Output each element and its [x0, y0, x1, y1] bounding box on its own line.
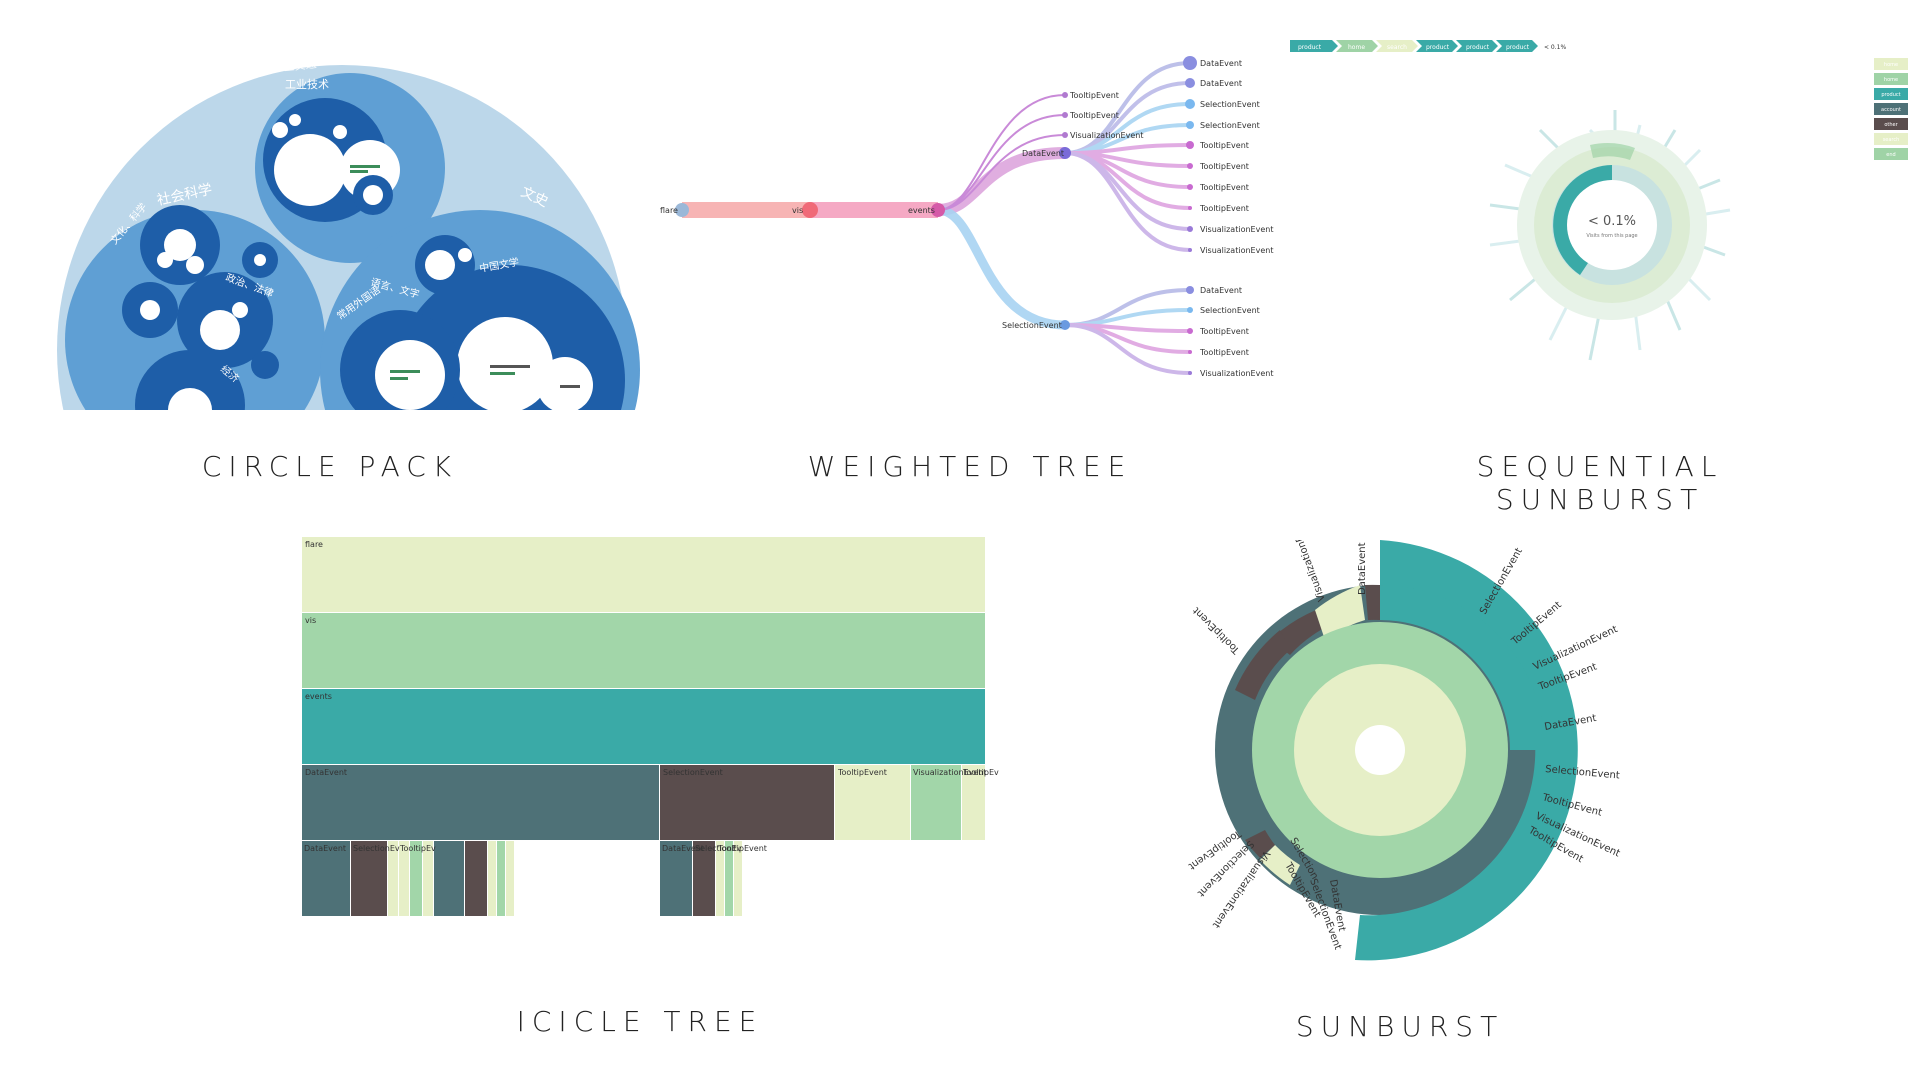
label-events: events	[908, 206, 935, 215]
icicle-label-selectionevent: SelectionEvent	[663, 768, 723, 777]
breadcrumb-pct: < 0.1%	[1544, 44, 1566, 51]
icicle-label-visualizationevent: VisualizationEvent	[913, 768, 986, 777]
caption-sequential-sunburst: SEQUENTIAL SUNBURST	[1476, 450, 1724, 516]
breadcrumb-trail: product home search product product prod…	[1290, 40, 1566, 52]
weighted-tree-panel: flare vis events DataEvent SelectionEven…	[660, 25, 1300, 385]
svg-text:VisualizationEvent: VisualizationEvent	[1200, 225, 1273, 234]
label-mid-0: TooltipEvent	[1069, 91, 1119, 100]
circle-pack-panel: 工业交通 工业技术 社会科学 文化、科学 政治、法律 经济 文史 语言、文字 常…	[40, 20, 640, 410]
caption-weighted-tree: WEIGHTED TREE	[807, 450, 1133, 483]
svg-text:DataEvent: DataEvent	[1357, 542, 1368, 595]
icicle-tooltipev2[interactable]	[962, 765, 985, 840]
label-dataevent: DataEvent	[1022, 149, 1064, 158]
teal-arc[interactable]	[1553, 165, 1612, 275]
svg-text:TooltipEvent: TooltipEvent	[1199, 348, 1249, 357]
breadcrumb-4[interactable]: product	[1466, 44, 1490, 51]
legend-4: other	[1884, 122, 1898, 128]
icicle-level4	[302, 841, 742, 916]
sunburst-panel: SelectionEvent TooltipEvent Visualizatio…	[1150, 513, 1650, 970]
breadcrumb-0[interactable]: product	[1298, 44, 1322, 51]
node-events[interactable]	[931, 203, 945, 217]
svg-text:TooltipEvent: TooltipEvent	[1199, 204, 1249, 213]
svg-text:TooltipEvent: TooltipEvent	[1199, 183, 1249, 192]
label-gongye-jiaotong: 工业交通	[272, 56, 317, 75]
icicle-l4-2: TooltipEv	[399, 844, 436, 853]
sequential-sunburst-chart: product home search product product prod…	[1290, 40, 1908, 361]
label-vis: vis	[792, 206, 803, 215]
node-vis[interactable]	[802, 202, 818, 218]
caption-icicle-tree: ICICLE TREE	[516, 1005, 764, 1038]
svg-text:TooltipEvent: TooltipEvent	[1199, 327, 1249, 336]
circle-pack-chart: 工业交通 工业技术 社会科学 文化、科学 政治、法律 经济 文史 语言、文字 常…	[57, 56, 640, 410]
icicle-l4-1: SelectionEv	[353, 844, 400, 853]
legend: home home product account other search e…	[1874, 58, 1908, 160]
svg-text:VisualizationEvent: VisualizationEvent	[1200, 246, 1273, 255]
label-flare: flare	[660, 206, 678, 215]
center-caption: Visits from this page	[1586, 233, 1637, 239]
breadcrumb-5[interactable]: product	[1506, 44, 1530, 51]
icicle-label-vis: vis	[305, 616, 316, 625]
svg-text:SelectionEvent: SelectionEvent	[1200, 306, 1260, 315]
icicle-label-tooltipev: TooltipEv	[962, 768, 999, 777]
caption-sunburst: SUNBURST	[1295, 1010, 1505, 1043]
icicle-row-flare[interactable]	[302, 537, 985, 612]
legend-5: search	[1883, 137, 1900, 143]
legend-2: product	[1881, 92, 1900, 98]
svg-text:TooltipEvent: TooltipEvent	[1199, 141, 1249, 150]
icicle-dataevent[interactable]	[302, 765, 659, 840]
svg-text:TooltipEvent: TooltipEvent	[1199, 162, 1249, 171]
leaf-labels-b: DataEvent SelectionEvent TooltipEvent To…	[1199, 286, 1273, 378]
icicle-label-dataevent: DataEvent	[305, 768, 347, 777]
caption-circle-pack: CIRCLE PACK	[201, 450, 459, 483]
svg-text:DataEvent: DataEvent	[1200, 286, 1242, 295]
sunburst-chart: SelectionEvent TooltipEvent Visualizatio…	[1186, 513, 1622, 961]
svg-text:TooltipEvent: TooltipEvent	[1191, 605, 1243, 657]
icicle-panel: flare vis events DataEvent SelectionEven…	[300, 537, 1000, 917]
legend-0: home	[1884, 62, 1898, 68]
svg-text:SelectionEvent: SelectionEvent	[1200, 100, 1260, 109]
legend-3: account	[1881, 107, 1901, 113]
label-gongye-jishu: 工业技术	[285, 78, 329, 91]
icicle-label-events: events	[305, 692, 332, 701]
svg-text:DataEvent: DataEvent	[1200, 79, 1242, 88]
legend-1: home	[1884, 77, 1898, 83]
icicle-l4-3: DataEvent	[662, 844, 704, 853]
breadcrumb-3[interactable]: product	[1426, 44, 1450, 51]
sunburst-teal-arc[interactable]	[1355, 540, 1578, 961]
sequential-sunburst-panel: product home search product product prod…	[1290, 30, 1910, 400]
leaf-nodes-a	[1183, 56, 1197, 252]
center-value: < 0.1%	[1588, 214, 1636, 229]
breadcrumb-2[interactable]: search	[1387, 44, 1407, 51]
leaf-labels-a: DataEvent DataEvent SelectionEvent Selec…	[1199, 59, 1273, 255]
node-dataevent[interactable]	[1059, 147, 1071, 159]
node-flare[interactable]	[675, 203, 689, 217]
label-selectionevent: SelectionEvent	[1002, 321, 1062, 330]
links-a	[1064, 61, 1191, 252]
icicle-l4-4: SelectionEv	[695, 844, 742, 853]
svg-text:DataEvent: DataEvent	[1200, 59, 1242, 68]
icicle-row-vis[interactable]	[302, 613, 985, 688]
icicle-l4-0: DataEvent	[304, 844, 346, 853]
sunburst-center	[1355, 725, 1405, 775]
label-mid-1: TooltipEvent	[1069, 111, 1119, 120]
icicle-label-tooltipevent: TooltipEvent	[837, 768, 887, 777]
icicle-l4-5: TooltipEvent	[717, 844, 767, 853]
icicle-row-events[interactable]	[302, 689, 985, 764]
label-mid-2: VisualizationEvent	[1070, 131, 1143, 140]
svg-text:SelectionEvent: SelectionEvent	[1200, 121, 1260, 130]
leaf-nodes-b	[1186, 286, 1194, 375]
svg-text:VisualizationEvent: VisualizationEvent	[1286, 540, 1328, 603]
icicle-label-flare: flare	[305, 540, 323, 549]
breadcrumb-1[interactable]: home	[1348, 44, 1365, 51]
icicle-tooltipevent[interactable]	[835, 765, 910, 840]
links-b	[1064, 288, 1191, 375]
weighted-tree-chart: flare vis events DataEvent SelectionEven…	[660, 56, 1273, 378]
icicle-visualizationevent[interactable]	[911, 765, 961, 840]
legend-6: end	[1886, 152, 1895, 158]
icicle-chart: flare vis events DataEvent SelectionEven…	[302, 537, 999, 916]
svg-text:VisualizationEvent: VisualizationEvent	[1200, 369, 1273, 378]
icicle-selectionevent[interactable]	[660, 765, 834, 840]
node-selectionevent[interactable]	[1060, 320, 1070, 330]
